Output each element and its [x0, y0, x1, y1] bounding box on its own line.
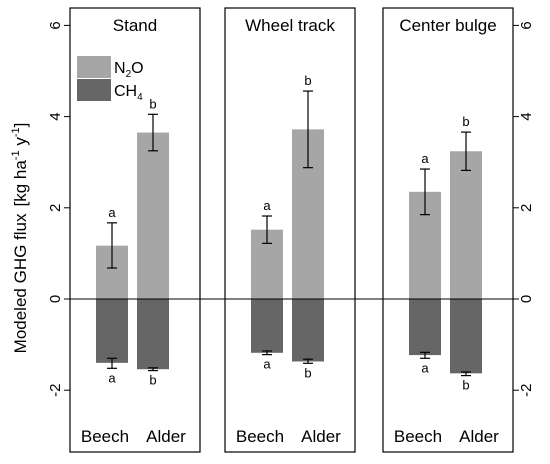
error-bar-n2o-alder	[303, 90, 313, 169]
category-label-beech: Beech	[394, 427, 442, 446]
legend-swatch-2	[77, 79, 111, 101]
legend-label-2: CH4	[114, 83, 143, 103]
panel-title: Stand	[113, 16, 157, 35]
right-y-tick-label: 4	[518, 112, 535, 120]
left-y-tick-label: 0	[47, 295, 64, 303]
significance-letter-n2o-beech: a	[108, 205, 116, 220]
right-y-axis: -2 0 2 4 6	[513, 21, 535, 397]
significance-letter-ch4-beech: a	[421, 360, 429, 375]
panel-title: Wheel track	[245, 16, 335, 35]
y-axis-unit-suffix: ]	[11, 123, 30, 128]
bar-ch4-alder	[292, 299, 324, 362]
error-bar-n2o-beech	[420, 168, 430, 216]
y-axis-label: Modeled GHG flux[kg ha-1 y-1]	[10, 123, 30, 354]
panel-frame	[224, 7, 356, 453]
error-bar-n2o-alder	[461, 131, 471, 172]
y-axis-unit-mid: y	[11, 137, 30, 151]
error-bar-n2o-alder	[148, 113, 158, 152]
error-bar-ch4-beech	[262, 350, 272, 356]
significance-letter-ch4-beech: a	[108, 370, 116, 385]
right-y-tick-label: 0	[518, 295, 535, 303]
legend-swatch-1	[77, 56, 111, 78]
panel-2: a b a b Wheel track Beech Alder	[224, 7, 356, 453]
y-axis-unit-prefix: [kg ha	[11, 160, 30, 207]
significance-letter-n2o-alder: b	[304, 73, 311, 88]
chart-panels: a b a b Stand Beech Alder a b a b Wheel track Beech A…	[69, 7, 514, 453]
y-axis-unit-exp2: -1	[10, 127, 22, 137]
y-axis-label-text: Modeled GHG flux	[11, 213, 30, 353]
significance-letter-ch4-alder: b	[149, 373, 156, 388]
left-y-axis: -2 0 2 4 6	[47, 8, 71, 452]
right-y-tick-label: -2	[518, 384, 535, 397]
category-label-alder: Alder	[301, 427, 341, 446]
significance-letter-n2o-alder: b	[462, 114, 469, 129]
category-label-alder: Alder	[459, 427, 499, 446]
bar-ch4-beech	[96, 299, 128, 363]
left-y-tick-label: 4	[47, 112, 64, 120]
significance-letter-ch4-alder: b	[304, 365, 311, 380]
significance-letter-ch4-alder: b	[462, 378, 469, 393]
left-y-tick-label: -2	[47, 384, 64, 397]
panel-3: a b a b Center bulge Beech Alder	[382, 7, 514, 453]
significance-letter-n2o-alder: b	[149, 96, 156, 111]
bar-n2o-alder	[137, 132, 169, 299]
panel-1: a b a b Stand Beech Alder	[69, 7, 201, 453]
right-y-tick-label: 6	[518, 21, 535, 29]
panel-frame	[69, 7, 201, 453]
category-label-beech: Beech	[236, 427, 284, 446]
right-y-tick-label: 2	[518, 204, 535, 212]
error-bar-n2o-beech	[107, 222, 117, 269]
error-bar-n2o-beech	[262, 215, 272, 244]
bar-ch4-beech	[409, 299, 441, 356]
panel-frame	[382, 7, 514, 453]
significance-letter-n2o-beech: a	[421, 151, 429, 166]
category-label-alder: Alder	[146, 427, 186, 446]
error-bar-ch4-beech	[107, 357, 117, 369]
error-bar-ch4-beech	[420, 351, 430, 359]
error-bar-ch4-alder	[303, 358, 313, 364]
category-label-beech: Beech	[81, 427, 129, 446]
panel-title: Center bulge	[399, 16, 496, 35]
error-bar-ch4-alder	[461, 371, 471, 377]
legend-label-1: N2O	[114, 60, 144, 80]
y-axis-unit-exp1: -1	[10, 150, 22, 160]
left-y-tick-label: 2	[47, 204, 64, 212]
error-bar-ch4-alder	[148, 367, 158, 372]
bar-ch4-beech	[251, 299, 283, 353]
significance-letter-ch4-beech: a	[263, 357, 271, 372]
left-y-tick-label: 6	[47, 21, 64, 29]
bar-ch4-alder	[450, 299, 482, 374]
bar-n2o-alder	[450, 151, 482, 299]
significance-letter-n2o-beech: a	[263, 198, 271, 213]
bar-ch4-alder	[137, 299, 169, 370]
